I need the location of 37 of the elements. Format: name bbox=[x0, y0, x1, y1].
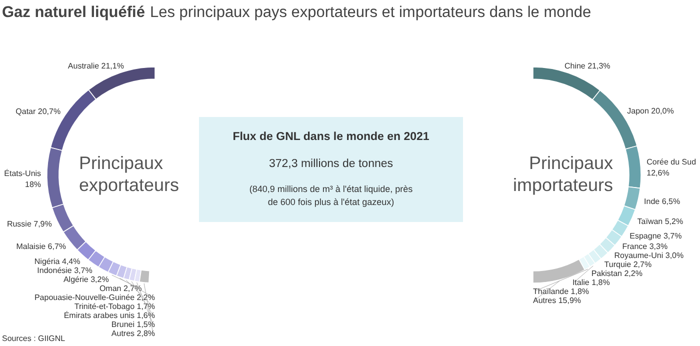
text: Principaux exportateurs bbox=[79, 153, 180, 195]
slice-label: Oman 2,7% bbox=[99, 284, 142, 294]
slice-label: Royaume-Uni 3,0% bbox=[614, 250, 684, 260]
slice-label: Brunei 1,5% bbox=[111, 320, 155, 330]
slice-label: Thaïlande 1,8% bbox=[533, 286, 590, 296]
text: Les principaux pays exportateurs et importateurs dans le monde bbox=[150, 4, 592, 21]
chart-title: Gaz naturel liquéfié bbox=[2, 4, 146, 21]
slice-label: Japon 20,0% bbox=[627, 106, 674, 116]
slice-label: Pakistan 2,2% bbox=[591, 268, 642, 278]
slice-label: États-Unis bbox=[4, 168, 42, 178]
slice-label: Autres 15,9% bbox=[533, 296, 582, 305]
slice-label: Inde 6,5% bbox=[644, 196, 680, 206]
text: 372,3 millions de tonnes bbox=[268, 158, 394, 170]
slice-label: Indonésie 3,7% bbox=[37, 266, 92, 276]
slice-label: Autres 2,8% bbox=[111, 329, 155, 338]
slice-label: Malaisie 6,7% bbox=[16, 242, 66, 252]
data-label: 12,6% bbox=[646, 168, 670, 178]
data-label: 18% bbox=[25, 180, 42, 189]
slice-label: Italie 1,8% bbox=[572, 278, 610, 287]
text: Flux de GNL dans le monde en 2021 bbox=[232, 131, 430, 143]
slice-label: Australie 21,1% bbox=[68, 61, 124, 70]
slice-label: Corée du Sud bbox=[646, 157, 696, 166]
slice-label: Algérie 3,2% bbox=[63, 275, 109, 284]
slice-label: Papouasie-Nouvelle-Guinée 2,2% bbox=[34, 293, 155, 302]
slice-label: France 3,3% bbox=[622, 242, 668, 251]
slice-label: Turquie 2,7% bbox=[604, 260, 652, 269]
text: (840,9 millions de m³ à l'état liquide, près de 600 fois plus à l'état gazeux) bbox=[249, 184, 414, 207]
slice-label: Chine 21,3% bbox=[564, 61, 610, 70]
slice-label: Trinité-et-Tobago 1,7% bbox=[74, 302, 155, 312]
slice-label: Russie 7,9% bbox=[6, 220, 52, 229]
slice-label: Espagne 3,7% bbox=[630, 231, 682, 240]
slice-label: Taïwan 5,2% bbox=[637, 217, 684, 226]
slice-label: Émirats arabes unis 1,6% bbox=[64, 311, 155, 320]
source-note: Sources : GIIGNL bbox=[2, 334, 66, 343]
slice-label: Nigéria 4,4% bbox=[34, 257, 80, 266]
slice-label: Qatar 20,7% bbox=[16, 107, 61, 116]
text: Principaux importateurs bbox=[512, 153, 613, 195]
